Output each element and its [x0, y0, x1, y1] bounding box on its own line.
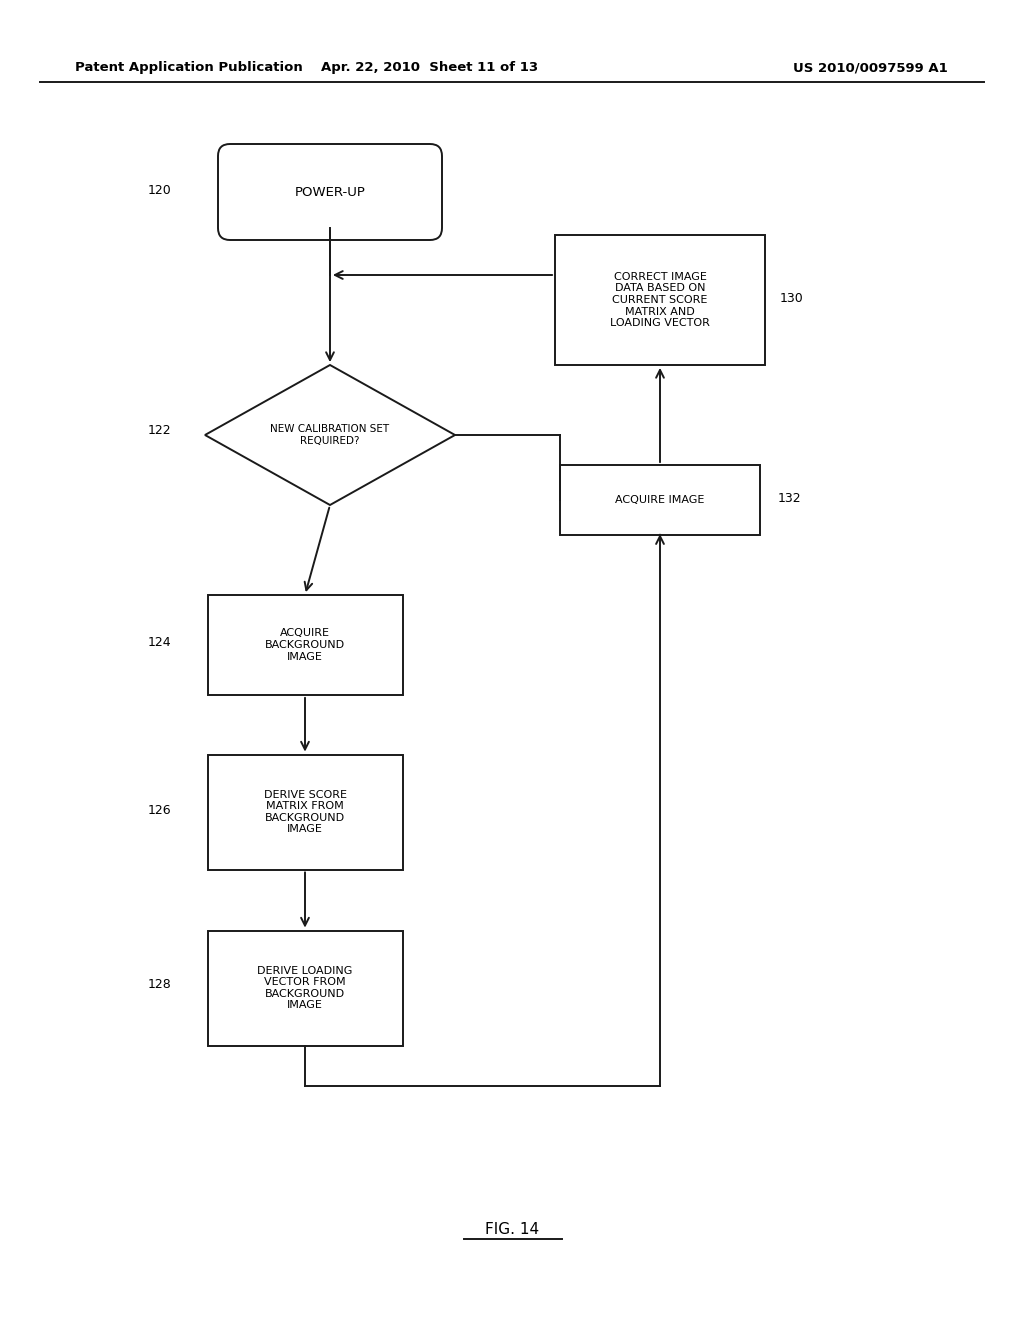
Text: POWER-UP: POWER-UP	[295, 186, 366, 198]
Text: 128: 128	[148, 978, 172, 991]
Polygon shape	[205, 366, 455, 506]
Bar	[208, 931, 402, 1045]
Text: DERIVE SCORE
MATRIX FROM
BACKGROUND
IMAGE: DERIVE SCORE MATRIX FROM BACKGROUND IMAG…	[263, 789, 346, 834]
Text: FIG. 14: FIG. 14	[485, 1222, 539, 1238]
Text: 122: 122	[148, 424, 172, 437]
Text: ACQUIRE IMAGE: ACQUIRE IMAGE	[615, 495, 705, 506]
Text: 124: 124	[148, 636, 172, 649]
Text: ACQUIRE
BACKGROUND
IMAGE: ACQUIRE BACKGROUND IMAGE	[265, 628, 345, 661]
Text: DERIVE LOADING
VECTOR FROM
BACKGROUND
IMAGE: DERIVE LOADING VECTOR FROM BACKGROUND IM…	[257, 966, 352, 1010]
Text: 130: 130	[780, 292, 804, 305]
Text: 126: 126	[148, 804, 172, 817]
Text: Apr. 22, 2010  Sheet 11 of 13: Apr. 22, 2010 Sheet 11 of 13	[322, 62, 539, 74]
Bar	[560, 465, 760, 535]
Text: US 2010/0097599 A1: US 2010/0097599 A1	[793, 62, 947, 74]
Bar	[555, 235, 765, 366]
Text: Patent Application Publication: Patent Application Publication	[75, 62, 303, 74]
Text: 120: 120	[148, 183, 172, 197]
FancyBboxPatch shape	[218, 144, 442, 240]
Bar	[208, 595, 402, 696]
Text: NEW CALIBRATION SET
REQUIRED?: NEW CALIBRATION SET REQUIRED?	[270, 424, 389, 446]
Bar	[208, 755, 402, 870]
Text: CORRECT IMAGE
DATA BASED ON
CURRENT SCORE
MATRIX AND
LOADING VECTOR: CORRECT IMAGE DATA BASED ON CURRENT SCOR…	[610, 272, 710, 329]
Text: 132: 132	[778, 491, 802, 504]
